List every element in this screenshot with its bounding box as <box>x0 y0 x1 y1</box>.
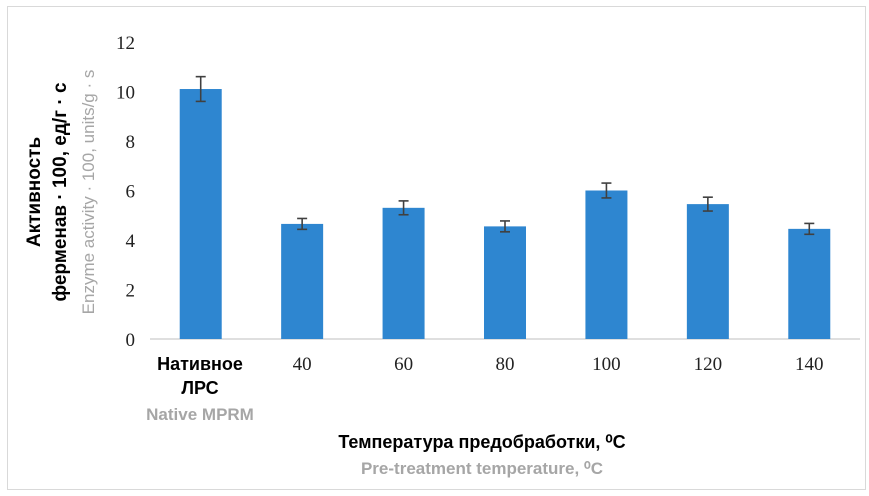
bar <box>686 204 729 339</box>
y-tick-label: 12 <box>116 33 135 54</box>
error-bar <box>601 182 612 199</box>
error-bar <box>702 196 713 212</box>
bar <box>179 89 222 340</box>
x-tick-label: 40 <box>293 354 312 375</box>
category-label-line2: ЛРС <box>181 378 218 398</box>
x-tick-label: 100 <box>592 354 621 375</box>
y-axis-label-line1: Активность <box>24 137 45 247</box>
first-category-label: Нативное ЛРС Native MPRM <box>146 354 254 424</box>
error-bar <box>398 200 409 216</box>
x-axis-label-russian: Температура предобработки, ⁰C <box>338 432 625 452</box>
y-tick-label: 0 <box>126 330 136 351</box>
x-axis-ticks: 40 60 80 100 120 140 <box>293 354 824 375</box>
x-tick-label: 120 <box>694 354 723 375</box>
bar <box>484 226 526 339</box>
error-bar <box>500 220 510 233</box>
y-tick-label: 8 <box>126 132 136 153</box>
y-tick-label: 2 <box>126 281 136 302</box>
bars <box>179 75 831 340</box>
error-bar <box>297 217 308 231</box>
error-bar <box>804 222 815 236</box>
y-tick-label: 6 <box>126 182 136 203</box>
y-axis-label-english: Enzyme activity · 100, units/g · s <box>79 70 98 315</box>
y-axis-ticks: 0 2 4 6 8 10 12 <box>116 33 136 351</box>
bar <box>382 207 425 339</box>
category-label-english: Native MPRM <box>146 405 254 424</box>
error-bar <box>195 75 206 103</box>
y-tick-label: 10 <box>116 83 135 104</box>
x-axis-label: Температура предобработки, ⁰C Pre-treatm… <box>338 432 625 478</box>
y-axis-label-line2: ферменав · 100, ед/г · с <box>50 82 71 301</box>
y-tick-label: 4 <box>126 231 136 252</box>
x-tick-label: 60 <box>394 354 413 375</box>
category-label-line1: Нативное <box>157 354 243 374</box>
x-axis-label-english: Pre-treatment temperature, ⁰C <box>361 459 603 478</box>
y-axis-label: Активность ферменав · 100, ед/г · с Enzy… <box>24 70 98 315</box>
bar <box>585 190 628 339</box>
x-tick-label: 80 <box>496 354 515 375</box>
x-tick-label: 140 <box>795 354 824 375</box>
bar <box>281 223 324 339</box>
bar <box>788 228 831 339</box>
